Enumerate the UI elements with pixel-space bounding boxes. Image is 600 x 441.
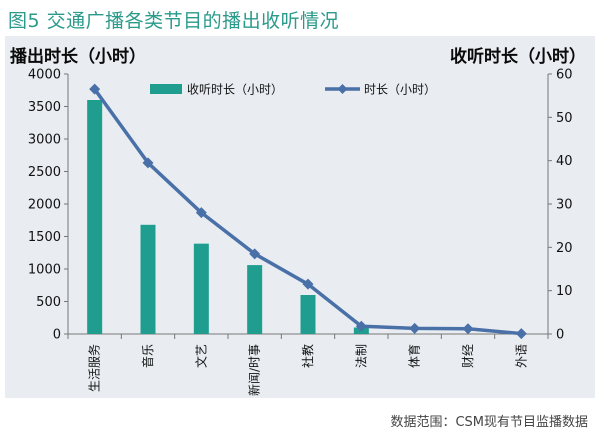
- bar-生活服务: [87, 100, 103, 334]
- line-point-生活服务: [89, 83, 101, 95]
- left-tick-label: 2500: [28, 165, 61, 180]
- line-point-新闻/时事: [249, 248, 261, 260]
- x-tick-label: 财经: [461, 344, 475, 368]
- left-tick-label: 1000: [28, 263, 61, 278]
- right-tick-label: 20: [556, 241, 573, 256]
- data-source-note: 数据范围：CSM现有节目监播数据: [390, 415, 588, 430]
- x-tick-label: 外语: [514, 344, 528, 368]
- line-point-体育: [409, 322, 421, 334]
- x-tick-label: 社教: [300, 344, 315, 368]
- right-tick-label: 0: [556, 328, 564, 343]
- right-tick-label: 30: [556, 198, 573, 213]
- right-tick-label: 50: [556, 111, 573, 126]
- legend-line-label: 时长（小时）: [364, 83, 436, 97]
- legend-line-marker: [337, 84, 348, 94]
- right-tick-label: 60: [556, 68, 573, 83]
- line-point-社教: [302, 278, 314, 290]
- bar-社教: [300, 295, 316, 334]
- left-tick-label: 2000: [28, 198, 61, 213]
- line-point-文艺: [195, 207, 207, 219]
- bar-文艺: [193, 243, 209, 334]
- bar-新闻/时事: [247, 265, 263, 334]
- x-tick-label: 法制: [354, 344, 368, 368]
- line-point-音乐: [142, 157, 154, 169]
- line-series-group: [89, 83, 527, 340]
- line-point-外语: [515, 328, 527, 340]
- left-tick-label: 500: [36, 295, 61, 310]
- left-tick-label: 3000: [28, 133, 61, 148]
- right-axis-title: 收听时长（小时）: [450, 47, 586, 67]
- bars-group: [87, 100, 369, 334]
- x-tick-label: 文艺: [193, 344, 208, 368]
- figure-title: 图5 交通广播各类节目的播出收听情况: [8, 10, 340, 32]
- left-axis-title: 播出时长（小时）: [10, 47, 146, 67]
- legend: 收听时长（小时） 时长（小时）: [150, 83, 436, 97]
- right-tick-label: 10: [556, 284, 573, 299]
- left-tick-label: 1500: [28, 230, 61, 245]
- line-point-法制: [355, 320, 367, 332]
- line-point-财经: [462, 323, 474, 335]
- left-tick-label: 3500: [28, 100, 61, 115]
- legend-bar-label: 收听时长（小时）: [187, 83, 283, 97]
- x-tick-label: 体育: [407, 344, 422, 368]
- left-tick-label: 0: [53, 328, 61, 343]
- bar-音乐: [140, 224, 156, 334]
- legend-bar-swatch: [150, 84, 182, 94]
- chart-panel: [5, 36, 595, 398]
- x-tick-label: 新闻/时事: [247, 344, 262, 396]
- right-tick-label: 40: [556, 154, 573, 169]
- x-tick-label: 音乐: [140, 344, 155, 368]
- left-tick-label: 4000: [28, 68, 61, 83]
- x-tick-labels: 生活服务 音乐 文艺 新闻/时事 社教 法制 体育 财经 外语: [87, 344, 529, 396]
- x-tick-label: 生活服务: [87, 344, 102, 392]
